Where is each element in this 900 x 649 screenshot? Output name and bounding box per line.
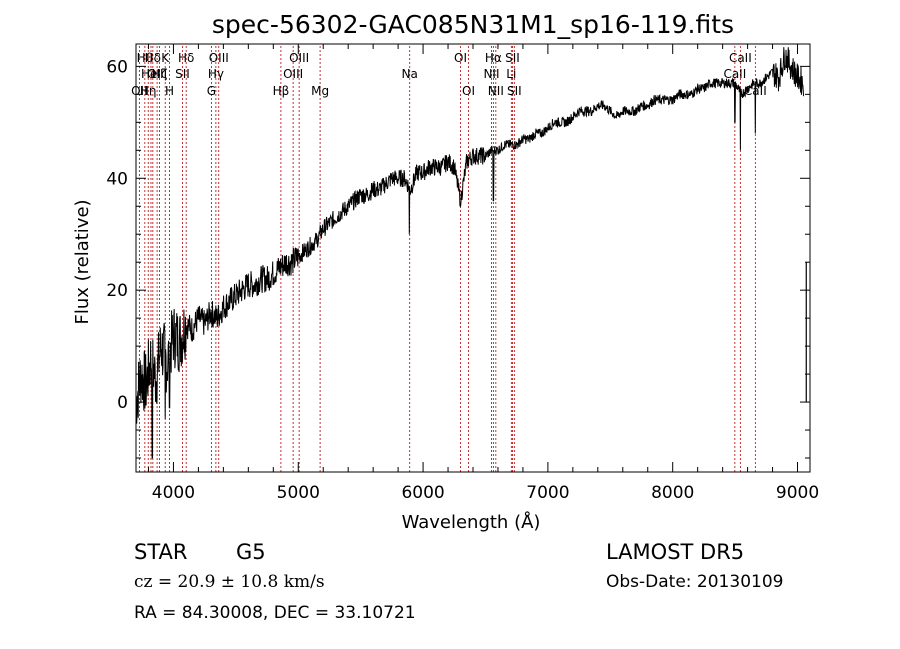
survey-name: LAMOST DR5 <box>606 540 745 564</box>
plot-frame <box>135 43 811 473</box>
spectral-line-label: H <box>165 84 174 98</box>
x-axis-ticks: 4000 5000 6000 7000 8000 9000 <box>147 44 819 503</box>
spectral-line-label: OI <box>462 84 475 98</box>
x-tick-label: 9000 <box>776 483 819 503</box>
x-tick-label: 7000 <box>526 483 569 503</box>
spectral-line-label: Hβ <box>273 84 290 98</box>
spectral-line-label: Li <box>506 67 516 81</box>
chart-title: spec-56302-GAC085N31M1_sp16-119.fits <box>212 10 734 39</box>
spectral-line-label: K <box>161 51 170 65</box>
spectral-line-label: OI <box>454 51 467 65</box>
spectral-line-label: SII <box>505 51 520 65</box>
y-axis-label: Flux (relative) <box>72 199 93 324</box>
spectral-line-label: OIII <box>209 51 229 65</box>
spectral-line-label: OIII <box>289 51 309 65</box>
y-tick-label: 60 <box>106 57 128 77</box>
spectral-line-label: Na <box>402 67 418 81</box>
spectral-line-label: Hδ <box>178 51 194 65</box>
spectral-line-label: SII <box>507 84 522 98</box>
spectral-line-label: OII <box>131 84 148 98</box>
spectral-line-label: Hζ <box>152 67 168 81</box>
x-tick-label: 4000 <box>152 483 195 503</box>
spectral-line-label: Mg <box>311 84 329 98</box>
y-tick-label: 0 <box>117 393 128 413</box>
x-tick-label: 8000 <box>651 483 694 503</box>
observation-date: Obs-Date: 20130109 <box>606 572 784 592</box>
spectral-line-label: Hθ <box>137 51 153 65</box>
x-axis-label: Wavelength (Å) <box>402 511 541 533</box>
plot-area: OIIHθHηHeIHδOIIIHζKHSIIHδGHγOIIIHβOIIIOI… <box>106 43 819 503</box>
object-subclass: G5 <box>236 540 266 564</box>
spectral-line-label: SII <box>175 67 190 81</box>
spectral-line-label: G <box>207 84 216 98</box>
y-axis-ticks: 0 20 40 60 <box>106 57 810 459</box>
spectral-line-label: CaII <box>729 51 752 65</box>
coordinates: RA = 84.30008, DEC = 33.10721 <box>134 603 416 623</box>
spectral-line-label: Hδ <box>145 51 161 65</box>
spectral-line-label: Hγ <box>208 67 224 81</box>
x-tick-label: 6000 <box>401 483 444 503</box>
spectral-line-labels: OIIHθHηHeIHδOIIIHζKHSIIHδGHγOIIIHβOIIIOI… <box>131 51 767 98</box>
spectral-line-label: NII <box>483 67 499 81</box>
spectral-line-label: OIII <box>147 67 167 81</box>
spectral-line-label: HeI <box>141 67 161 81</box>
redshift-velocity: cz = 20.9 ± 10.8 km/s <box>134 572 325 592</box>
spectral-line-label: Hα <box>485 51 502 65</box>
object-class: STAR <box>134 540 188 564</box>
x-tick-label: 5000 <box>277 483 320 503</box>
spectral-line-label: CaII <box>723 67 746 81</box>
spectral-line-label: Hη <box>140 84 157 98</box>
spectrum-line <box>135 47 805 459</box>
y-tick-label: 20 <box>106 281 128 301</box>
y-tick-label: 40 <box>106 169 128 189</box>
spectral-line-label: NII <box>488 84 504 98</box>
spectral-line-label: OIII <box>283 67 303 81</box>
spectral-line-markers <box>138 46 756 472</box>
